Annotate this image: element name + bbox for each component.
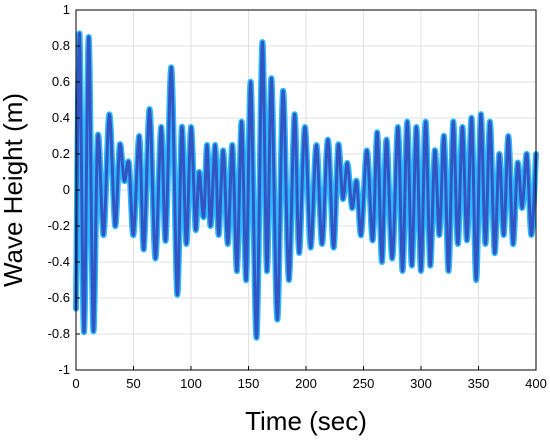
y-tick-label: 0.2 xyxy=(52,146,70,161)
x-axis-title: Time (sec) xyxy=(245,406,367,436)
y-tick-label: 0.6 xyxy=(52,74,70,89)
x-tick-label: 350 xyxy=(468,376,490,391)
x-tick-label: 150 xyxy=(238,376,260,391)
y-tick-label: 0 xyxy=(63,182,70,197)
y-tick-label: 0.8 xyxy=(52,38,70,53)
series-layer xyxy=(73,30,539,341)
x-tick-label: 100 xyxy=(180,376,202,391)
y-tick-label: -0.4 xyxy=(48,254,70,269)
x-tick-label: 0 xyxy=(72,376,79,391)
y-tick-label: -1 xyxy=(58,362,70,377)
y-tick-label: 0.4 xyxy=(52,110,70,125)
tick-layer: 0 50 100 150 200 250 300 350 400 1 0.8 0.6 0.4 0.2 0 -0… xyxy=(48,2,547,391)
y-axis-title: Wave Height (m) xyxy=(0,93,28,287)
x-tick-label: 50 xyxy=(126,376,140,391)
x-tick-label: 300 xyxy=(410,376,432,391)
y-tick-label: -0.2 xyxy=(48,218,70,233)
x-tick-label: 400 xyxy=(525,376,547,391)
wave-series-line xyxy=(74,31,538,340)
y-tick-label: 1 xyxy=(63,2,70,17)
x-tick-label: 250 xyxy=(353,376,375,391)
y-tick-label: -0.6 xyxy=(48,290,70,305)
y-tick-label: -0.8 xyxy=(48,326,70,341)
x-tick-label: 200 xyxy=(295,376,317,391)
